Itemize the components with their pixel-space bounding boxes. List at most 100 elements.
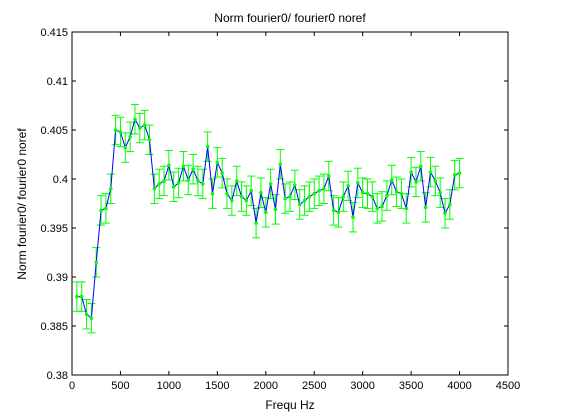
data-point [409, 170, 413, 174]
data-point [215, 160, 220, 165]
y-tick-label: 0.4 [53, 174, 68, 186]
data-point [123, 145, 128, 150]
x-axis-label: Frequ Hz [265, 398, 314, 412]
data-point [307, 194, 312, 199]
data-point [225, 191, 229, 196]
data-point [423, 205, 428, 210]
data-point [399, 191, 404, 196]
data-point [293, 183, 297, 187]
data-point [438, 190, 442, 195]
data-point [99, 208, 103, 213]
x-tick-label: 1000 [157, 380, 181, 392]
data-point [452, 173, 457, 177]
data-point [210, 191, 215, 196]
data-point [346, 184, 350, 188]
data-point [433, 179, 438, 183]
data-point [389, 178, 394, 182]
x-tick-label: 4500 [496, 380, 520, 392]
y-tick-label: 0.385 [40, 321, 68, 333]
data-point [288, 194, 292, 199]
data-point [370, 194, 375, 199]
data-point [341, 194, 346, 199]
data-point [234, 179, 239, 183]
data-point [239, 194, 244, 199]
data-point [118, 130, 123, 134]
x-tick-label: 2000 [254, 380, 278, 392]
data-point [142, 123, 147, 127]
x-tick-label: 1500 [205, 380, 229, 392]
data-point [394, 189, 399, 194]
data-point [147, 138, 152, 142]
data-point [244, 198, 249, 203]
data-point [312, 191, 317, 196]
data-point [249, 188, 254, 193]
x-tick-label: 4000 [447, 380, 471, 392]
data-point [302, 198, 307, 203]
data-point [133, 117, 137, 122]
data-point [89, 316, 94, 320]
data-point [157, 182, 161, 186]
data-point [254, 221, 258, 225]
data-point [230, 198, 234, 203]
x-tick-label: 500 [111, 380, 129, 392]
data-point [186, 178, 191, 182]
data-point [171, 185, 176, 189]
y-tick-label: 0.41 [47, 76, 68, 88]
data-point [457, 171, 462, 175]
data-point [414, 180, 418, 184]
data-point [336, 210, 341, 215]
data-point [317, 188, 321, 193]
data-point [79, 294, 84, 299]
data-point [84, 312, 89, 317]
data-point [196, 179, 200, 183]
x-tick-label: 3500 [399, 380, 423, 392]
data-point [404, 206, 409, 211]
data-point [365, 191, 370, 196]
y-tick-label: 0.395 [40, 223, 68, 235]
data-point [356, 181, 360, 185]
data-point [375, 206, 380, 211]
data-point [113, 128, 118, 132]
data-point [273, 207, 278, 212]
data-point [419, 164, 423, 169]
data-point [360, 190, 365, 195]
y-axis-label: Norm fourier0/ fourier0 noref [15, 128, 29, 280]
data-point [94, 260, 99, 265]
data-point [176, 181, 181, 185]
data-point [326, 174, 331, 178]
data-point [443, 211, 447, 216]
axis-ticks: 0 500 1000 1500 2000 2500 3000 3500 4000 4500 0.38… [40, 27, 520, 392]
data-point [380, 204, 384, 209]
data-point [268, 182, 273, 186]
data-point [75, 294, 79, 299]
data-point [167, 163, 171, 168]
data-point [385, 193, 389, 198]
data-point [297, 202, 302, 207]
chart-title: Norm fourier0/ fourier0 noref [214, 11, 366, 25]
y-tick-label: 0.39 [47, 272, 68, 284]
data-point [351, 215, 355, 220]
data-markers [75, 117, 462, 320]
data-point [181, 164, 186, 169]
x-tick-label: 3000 [350, 380, 374, 392]
data-point [278, 162, 283, 167]
data-point [220, 171, 224, 175]
data-point [191, 167, 195, 171]
data-point [263, 210, 268, 215]
data-point [104, 206, 108, 211]
data-point [138, 126, 142, 130]
data-point [331, 208, 336, 213]
data-point [259, 190, 263, 195]
data-point [108, 187, 113, 191]
data-point [322, 187, 326, 191]
x-tick-label: 2500 [302, 380, 326, 392]
data-point [283, 196, 287, 201]
data-point [448, 202, 452, 207]
data-point [428, 170, 433, 174]
data-point [201, 182, 205, 186]
x-tick-label: 0 [69, 380, 75, 392]
data-point [128, 135, 132, 139]
data-point [205, 144, 210, 149]
data-point [152, 187, 157, 191]
